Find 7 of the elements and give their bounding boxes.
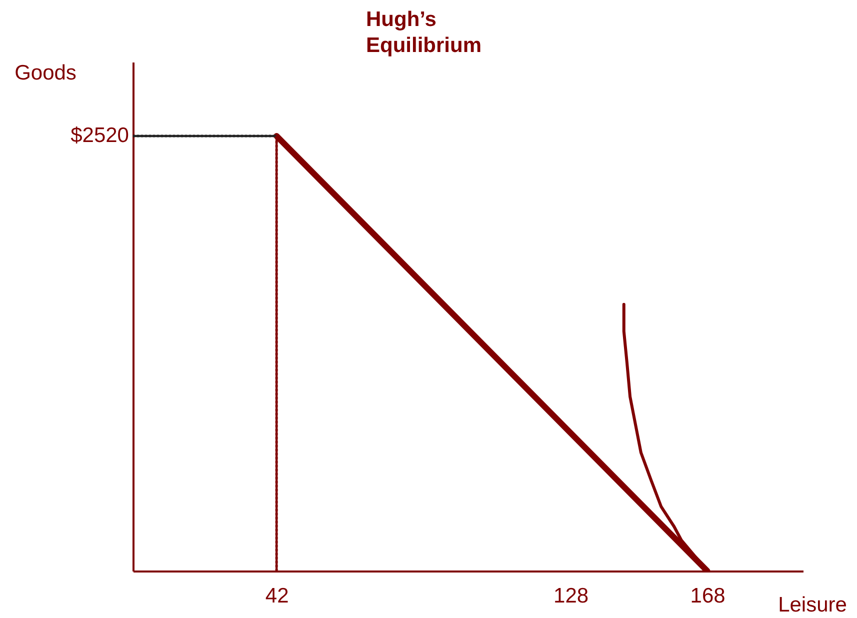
x-tick-label: 42: [265, 584, 289, 608]
x-tick-label: 128: [554, 584, 589, 608]
chart-title: Hugh’s Equilibrium: [366, 8, 482, 57]
annotation: $2520: [70, 124, 129, 147]
x-axis-title: Leisure: [778, 594, 847, 616]
x-tick-label: 168: [690, 584, 726, 608]
y-axis-title: Goods: [14, 62, 76, 84]
